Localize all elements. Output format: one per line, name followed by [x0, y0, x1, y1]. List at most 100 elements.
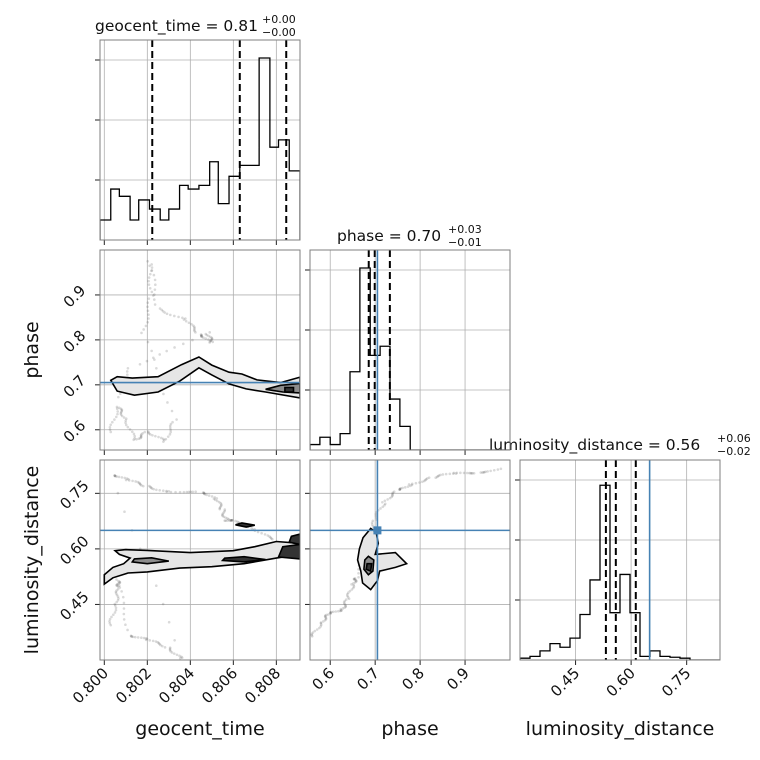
- ylabel-luminosity-distance: luminosity_distance: [21, 466, 43, 655]
- sample-point: [139, 483, 142, 486]
- sample-point: [120, 410, 123, 414]
- sample-point: [352, 577, 356, 581]
- sample-point: [424, 477, 428, 481]
- sample-point: [202, 491, 206, 495]
- sample-point: [398, 488, 402, 491]
- sample-point: [386, 498, 389, 501]
- sample-point: [481, 471, 484, 474]
- sample-point: [219, 504, 223, 508]
- sample-point: [353, 581, 357, 584]
- sample-point: [115, 589, 118, 592]
- sample-point: [161, 644, 164, 648]
- panel-frame: [309, 249, 511, 451]
- sample-point: [165, 349, 168, 353]
- sample-point: [115, 578, 118, 581]
- sample-point: [109, 623, 113, 627]
- sample-point: [398, 487, 402, 491]
- sample-point: [151, 639, 155, 643]
- panel-frame: [309, 459, 511, 661]
- sample-point: [161, 602, 165, 606]
- sample-point: [146, 309, 150, 313]
- sample-point: [229, 519, 232, 522]
- sample-point: [160, 308, 164, 312]
- tick-label-y: 0.75: [56, 477, 92, 513]
- sample-point: [161, 489, 165, 493]
- tick-label-x: 0.804: [155, 664, 198, 707]
- sample-point: [127, 477, 130, 481]
- title-luminosity-distance-minus: −0.02: [717, 445, 751, 458]
- sample-point: [399, 487, 403, 490]
- sample-point: [139, 436, 143, 439]
- sample-point: [187, 321, 191, 325]
- sample-point: [221, 514, 224, 518]
- sample-point: [189, 490, 192, 494]
- sample-point: [234, 519, 237, 523]
- sample-point: [352, 583, 355, 587]
- sample-point: [310, 634, 314, 638]
- sample-point: [319, 621, 323, 624]
- sample-point: [147, 313, 150, 316]
- contour-fill: [284, 387, 294, 392]
- sample-point: [141, 484, 145, 488]
- sample-point: [374, 512, 378, 516]
- sample-point: [270, 537, 273, 540]
- sample-point: [148, 264, 151, 268]
- sample-point: [391, 491, 395, 495]
- hist-steps-phase: [310, 267, 510, 450]
- sample-point: [391, 492, 394, 496]
- sample-point: [250, 526, 253, 530]
- sample-point: [124, 417, 128, 421]
- contour-line: [220, 555, 266, 563]
- title-geocent-time-minus: −0.00: [262, 26, 296, 39]
- sample-point: [114, 606, 118, 610]
- sample-point: [184, 317, 187, 320]
- hist-content: [520, 460, 720, 660]
- sample-point: [116, 598, 120, 602]
- sample-point: [168, 426, 172, 430]
- sample-point: [192, 324, 195, 327]
- sample-point: [218, 506, 222, 510]
- sample-point: [210, 495, 214, 498]
- sample-point: [169, 422, 173, 426]
- sample-point: [114, 608, 118, 612]
- tick-label-x: 0.808: [241, 664, 284, 707]
- sample-point: [115, 600, 118, 604]
- sample-point: [204, 337, 208, 340]
- sample-point: [398, 488, 401, 492]
- sample-point: [346, 592, 349, 596]
- hist-panel-luminosity_distance: 0.45 0.60 0.75: [515, 459, 721, 700]
- sample-point: [116, 585, 120, 588]
- sample-point: [147, 297, 151, 300]
- sample-point: [112, 613, 115, 617]
- sample-point: [146, 305, 149, 309]
- sample-point: [158, 488, 162, 492]
- sample-point: [124, 421, 127, 425]
- sample-point: [126, 366, 130, 370]
- sample-point: [383, 503, 386, 507]
- sample-point: [140, 433, 143, 436]
- sample-point: [350, 588, 354, 591]
- sample-point: [222, 511, 226, 514]
- sample-point: [342, 601, 346, 604]
- sample-point: [381, 500, 384, 504]
- tick-label-x: 0.802: [112, 664, 155, 707]
- sample-point: [116, 491, 120, 495]
- tick-label-y: 0.6: [60, 416, 90, 446]
- sample-point: [219, 505, 222, 509]
- sample-point: [325, 613, 328, 617]
- sample-point: [111, 420, 114, 424]
- sample-point: [147, 279, 150, 283]
- title-geocent-time: geocent_time = 0.81 +0.00 −0.00: [95, 13, 296, 39]
- sample-point: [202, 491, 206, 495]
- sample-point: [351, 586, 355, 590]
- sample-point: [143, 430, 147, 434]
- sample-point: [113, 474, 117, 478]
- sample-point: [121, 595, 125, 599]
- sample-point: [499, 467, 503, 471]
- sample-point: [205, 333, 209, 337]
- sample-point: [115, 475, 119, 478]
- hist-content: [310, 250, 510, 450]
- sample-point: [209, 335, 212, 339]
- sample-point: [146, 259, 149, 263]
- xlabel-phase: phase: [381, 718, 438, 740]
